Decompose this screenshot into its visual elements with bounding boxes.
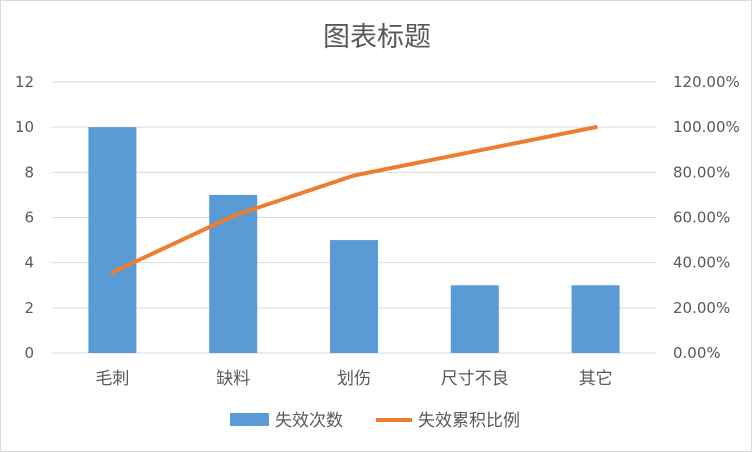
bar bbox=[330, 240, 378, 353]
x-tick-label: 缺料 bbox=[216, 369, 250, 389]
x-tick-label: 划伤 bbox=[337, 369, 371, 389]
y-right-tick-label: 20.00% bbox=[673, 299, 730, 317]
legend-bar-swatch bbox=[230, 413, 269, 426]
bar bbox=[571, 285, 620, 353]
line-point bbox=[231, 213, 236, 218]
line-point bbox=[110, 270, 115, 275]
y-left-tick-label: 8 bbox=[24, 163, 34, 181]
y-left-tick-label: 0 bbox=[24, 344, 34, 362]
axes: 0 0.00% 2 20.00% 4 40.00% 6 60.00% 8 80.00% 10 100.… bbox=[15, 73, 740, 389]
legend: 失效次数 失效累积比例 bbox=[230, 411, 520, 431]
y-right-tick-label: 60.00% bbox=[673, 209, 730, 227]
chart-title: 图表标题 bbox=[323, 22, 431, 53]
legend-bar-label: 失效次数 bbox=[275, 411, 343, 431]
y-left-tick-label: 6 bbox=[24, 209, 34, 227]
bar bbox=[450, 285, 499, 353]
line-point bbox=[593, 125, 598, 130]
line-point bbox=[352, 173, 356, 178]
y-right-tick-label: 120.00% bbox=[673, 73, 740, 91]
bar-series bbox=[88, 127, 620, 354]
bar bbox=[88, 127, 137, 354]
x-tick-label: 其它 bbox=[579, 369, 613, 389]
y-left-tick-label: 12 bbox=[15, 73, 34, 91]
legend-line-label: 失效累积比例 bbox=[418, 411, 520, 431]
y-right-tick-label: 0.00% bbox=[673, 344, 721, 362]
y-right-tick-label: 40.00% bbox=[673, 254, 730, 272]
y-left-tick-label: 2 bbox=[24, 299, 34, 317]
y-left-tick-label: 4 bbox=[24, 254, 34, 272]
bar bbox=[209, 194, 258, 353]
x-tick-label: 毛刺 bbox=[95, 369, 129, 389]
line-point bbox=[472, 149, 477, 154]
x-tick-label: 尺寸不良 bbox=[441, 369, 509, 389]
y-right-tick-label: 100.00% bbox=[673, 118, 740, 136]
line-series bbox=[110, 125, 598, 275]
y-right-tick-label: 80.00% bbox=[673, 163, 730, 181]
y-left-tick-label: 10 bbox=[15, 118, 34, 136]
